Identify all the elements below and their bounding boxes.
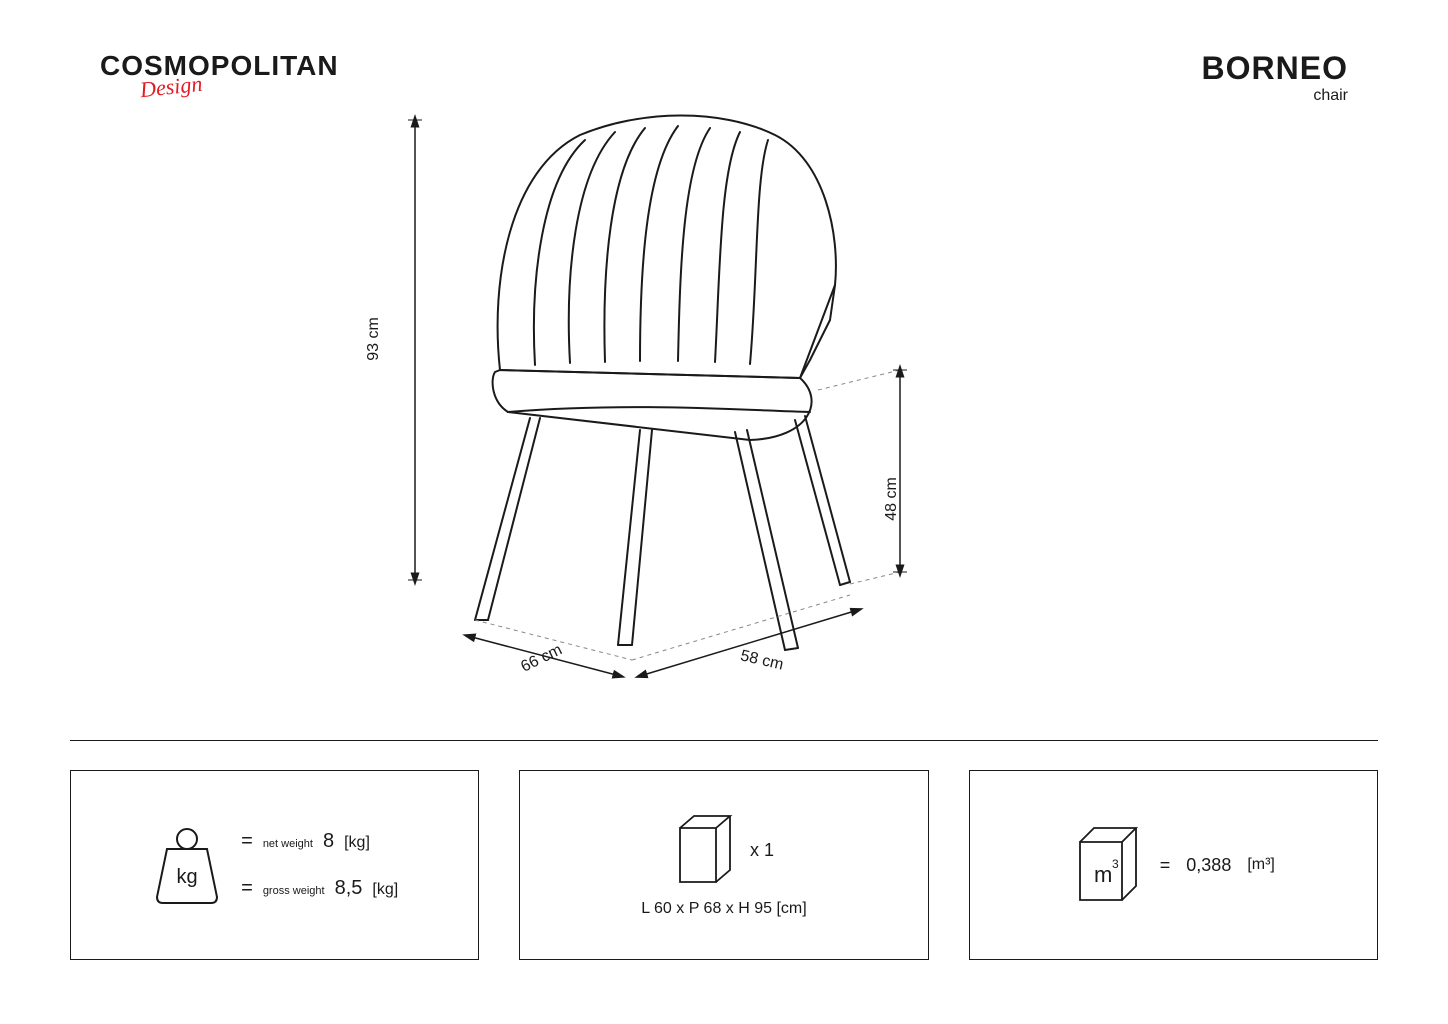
package-dims: L 60 x P 68 x H 95 [cm] (641, 900, 806, 918)
chair-svg (380, 80, 1020, 680)
brand-name: COSMOPOLITAN (100, 50, 339, 82)
net-weight-unit: [kg] (344, 834, 370, 852)
volume-icon-sup: 3 (1112, 857, 1119, 871)
gross-weight-unit: [kg] (372, 881, 398, 899)
product-title: BORNEO chair (1202, 50, 1348, 105)
volume-box: m 3 = 0,388 [m³] (969, 770, 1378, 960)
net-weight-value: 8 (323, 830, 334, 853)
box-icon (674, 812, 736, 888)
info-row: kg = net weight 8 [kg] = gross weight 8,… (70, 770, 1378, 960)
volume-unit: [m³] (1247, 856, 1275, 874)
dim-seat-height-label: 48 cm (883, 477, 901, 521)
net-weight-row: = net weight 8 [kg] (241, 830, 398, 853)
package-box: x 1 L 60 x P 68 x H 95 [cm] (519, 770, 928, 960)
product-type: chair (1202, 87, 1348, 105)
gross-weight-row: = gross weight 8,5 [kg] (241, 877, 398, 900)
brand-script: Design (139, 71, 204, 103)
volume-icon-label: m (1094, 862, 1112, 887)
weight-icon-label: kg (177, 866, 198, 888)
weight-values: = net weight 8 [kg] = gross weight 8,5 [… (241, 830, 398, 900)
package-qty: x 1 (750, 840, 774, 861)
volume-value: 0,388 (1186, 855, 1231, 876)
chair-diagram (380, 80, 1020, 680)
divider (70, 740, 1378, 741)
brand-logo: COSMOPOLITAN Design (100, 50, 339, 100)
gross-weight-label: gross weight (263, 885, 325, 897)
volume-icon: m 3 (1072, 824, 1144, 906)
gross-weight-value: 8,5 (335, 877, 363, 900)
weight-box: kg = net weight 8 [kg] = gross weight 8,… (70, 770, 479, 960)
weight-icon: kg (151, 825, 223, 905)
net-weight-label: net weight (263, 838, 313, 850)
dim-height-label: 93 cm (365, 317, 383, 361)
product-name: BORNEO (1202, 50, 1348, 87)
package-qty-row: x 1 (674, 812, 774, 888)
